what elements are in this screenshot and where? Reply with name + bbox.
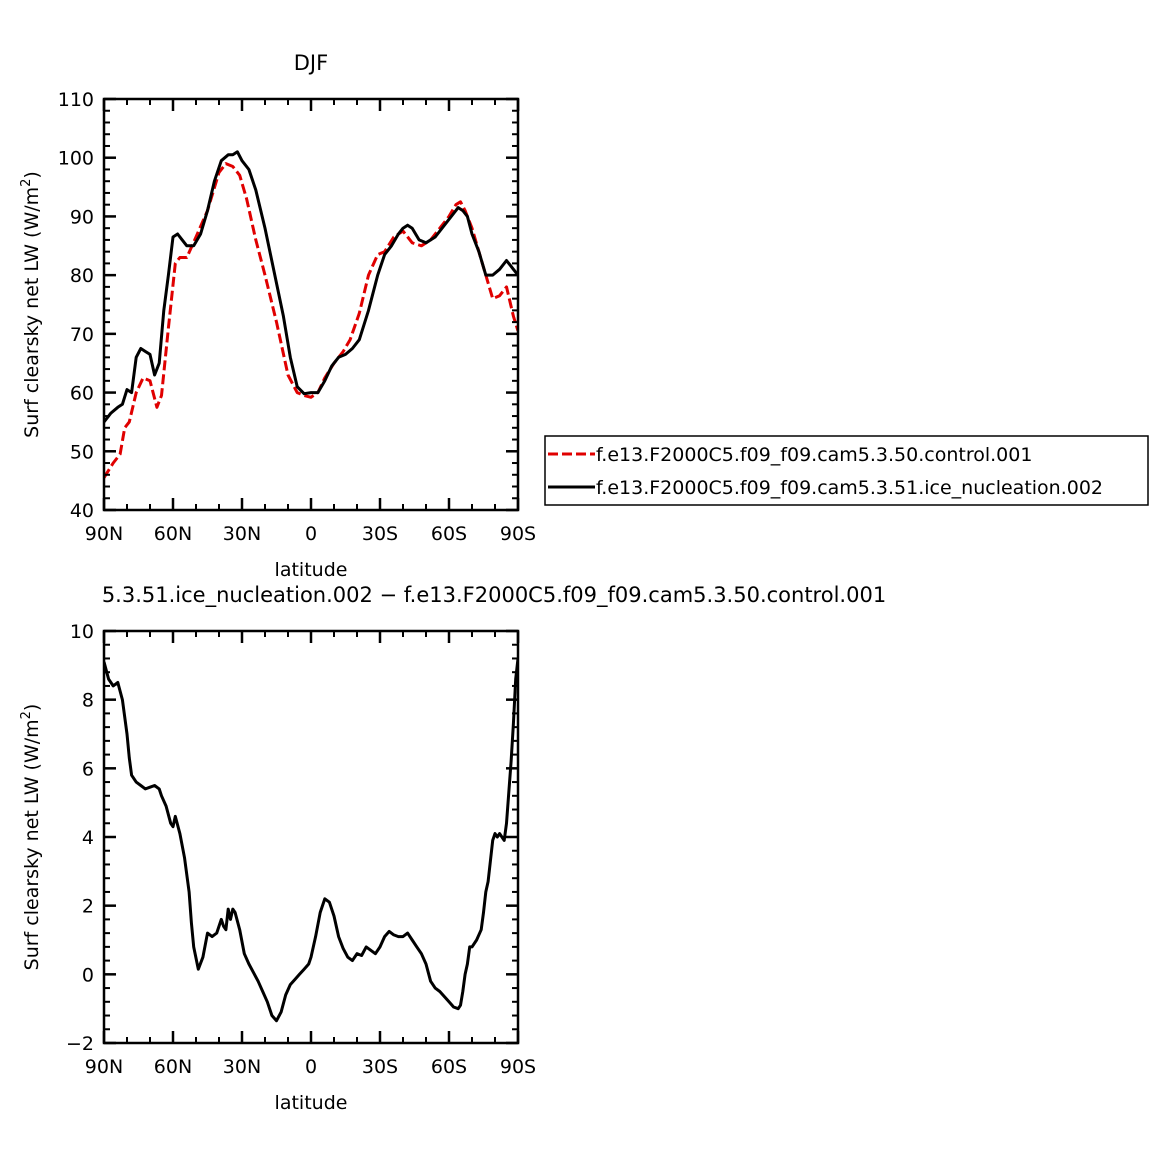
y-axis-label-main: Surf clearsky net LW (W/m bbox=[21, 187, 43, 438]
x-tick-label: 30S bbox=[362, 523, 398, 545]
y-tick-label: 60 bbox=[70, 383, 94, 405]
series-line-1 bbox=[104, 162, 518, 479]
x-axis-label: latitude bbox=[275, 1092, 348, 1114]
chart-title: DJF bbox=[294, 51, 328, 75]
legend-label-1: f.e13.F2000C5.f09_f09.cam5.3.50.control.… bbox=[596, 444, 1032, 466]
x-tick-label: 60S bbox=[431, 1056, 467, 1078]
x-tick-label: 0 bbox=[305, 1056, 317, 1078]
legend-box bbox=[544, 435, 1149, 506]
x-tick-label: 60S bbox=[431, 523, 467, 545]
y-tick-label: 8 bbox=[82, 690, 94, 712]
x-tick-label: 90S bbox=[500, 523, 536, 545]
y-tick-label: 80 bbox=[70, 265, 94, 287]
x-tick-label: 30N bbox=[223, 1056, 261, 1078]
y-axis-label-end: ) bbox=[21, 704, 43, 711]
series-line-2 bbox=[104, 150, 518, 423]
chart-panel-2: 5.3.51.ice_nucleation.002 − f.e13.F2000C… bbox=[19, 583, 886, 1114]
chart-panel-1: DJF 90N 60N 30N 0 30S 60S 90S 40 50 60 70 80 90 100 110… bbox=[19, 51, 536, 581]
x-tick-label: 90N bbox=[85, 523, 123, 545]
x-tick-label: 60N bbox=[154, 1056, 192, 1078]
y-axis-label: Surf clearsky net LW (W/m2) bbox=[19, 704, 43, 971]
x-tick-label: 90S bbox=[500, 1056, 536, 1078]
plot-frame bbox=[102, 97, 520, 512]
plot-frame bbox=[102, 629, 520, 1045]
y-axis-label-sup: 2 bbox=[19, 711, 34, 719]
x-tick-label: 60N bbox=[154, 523, 192, 545]
y-tick-label: 10 bbox=[70, 621, 94, 643]
x-axis-label: latitude bbox=[275, 559, 348, 581]
y-tick-label: −2 bbox=[66, 1033, 94, 1055]
y-axis-label-sup: 2 bbox=[19, 179, 34, 187]
y-tick-label: 110 bbox=[58, 89, 94, 111]
y-tick-label: 90 bbox=[70, 206, 94, 228]
y-axis-label-end: ) bbox=[21, 171, 43, 178]
y-tick-label: 0 bbox=[82, 964, 94, 986]
y-axis-label: Surf clearsky net LW (W/m2) bbox=[19, 171, 43, 438]
legend: f.e13.F2000C5.f09_f09.cam5.3.50.control.… bbox=[544, 435, 1149, 506]
y-tick-label: 100 bbox=[58, 148, 94, 170]
y-tick-label: 70 bbox=[70, 324, 94, 346]
y-tick-label: 2 bbox=[82, 896, 94, 918]
y-tick-label: 50 bbox=[70, 441, 94, 463]
x-tick-label: 30S bbox=[362, 1056, 398, 1078]
x-tick-label: 30N bbox=[223, 523, 261, 545]
legend-label-2: f.e13.F2000C5.f09_f09.cam5.3.51.ice_nucl… bbox=[596, 477, 1103, 499]
y-tick-label: 40 bbox=[70, 500, 94, 522]
x-tick-label: 0 bbox=[305, 523, 317, 545]
chart-title: 5.3.51.ice_nucleation.002 − f.e13.F2000C… bbox=[102, 583, 886, 608]
y-axis-label-main: Surf clearsky net LW (W/m bbox=[21, 719, 43, 970]
y-tick-label: 4 bbox=[82, 827, 94, 849]
series-line-1 bbox=[104, 658, 518, 1023]
y-tick-label: 6 bbox=[82, 758, 94, 780]
x-tick-label: 90N bbox=[85, 1056, 123, 1078]
